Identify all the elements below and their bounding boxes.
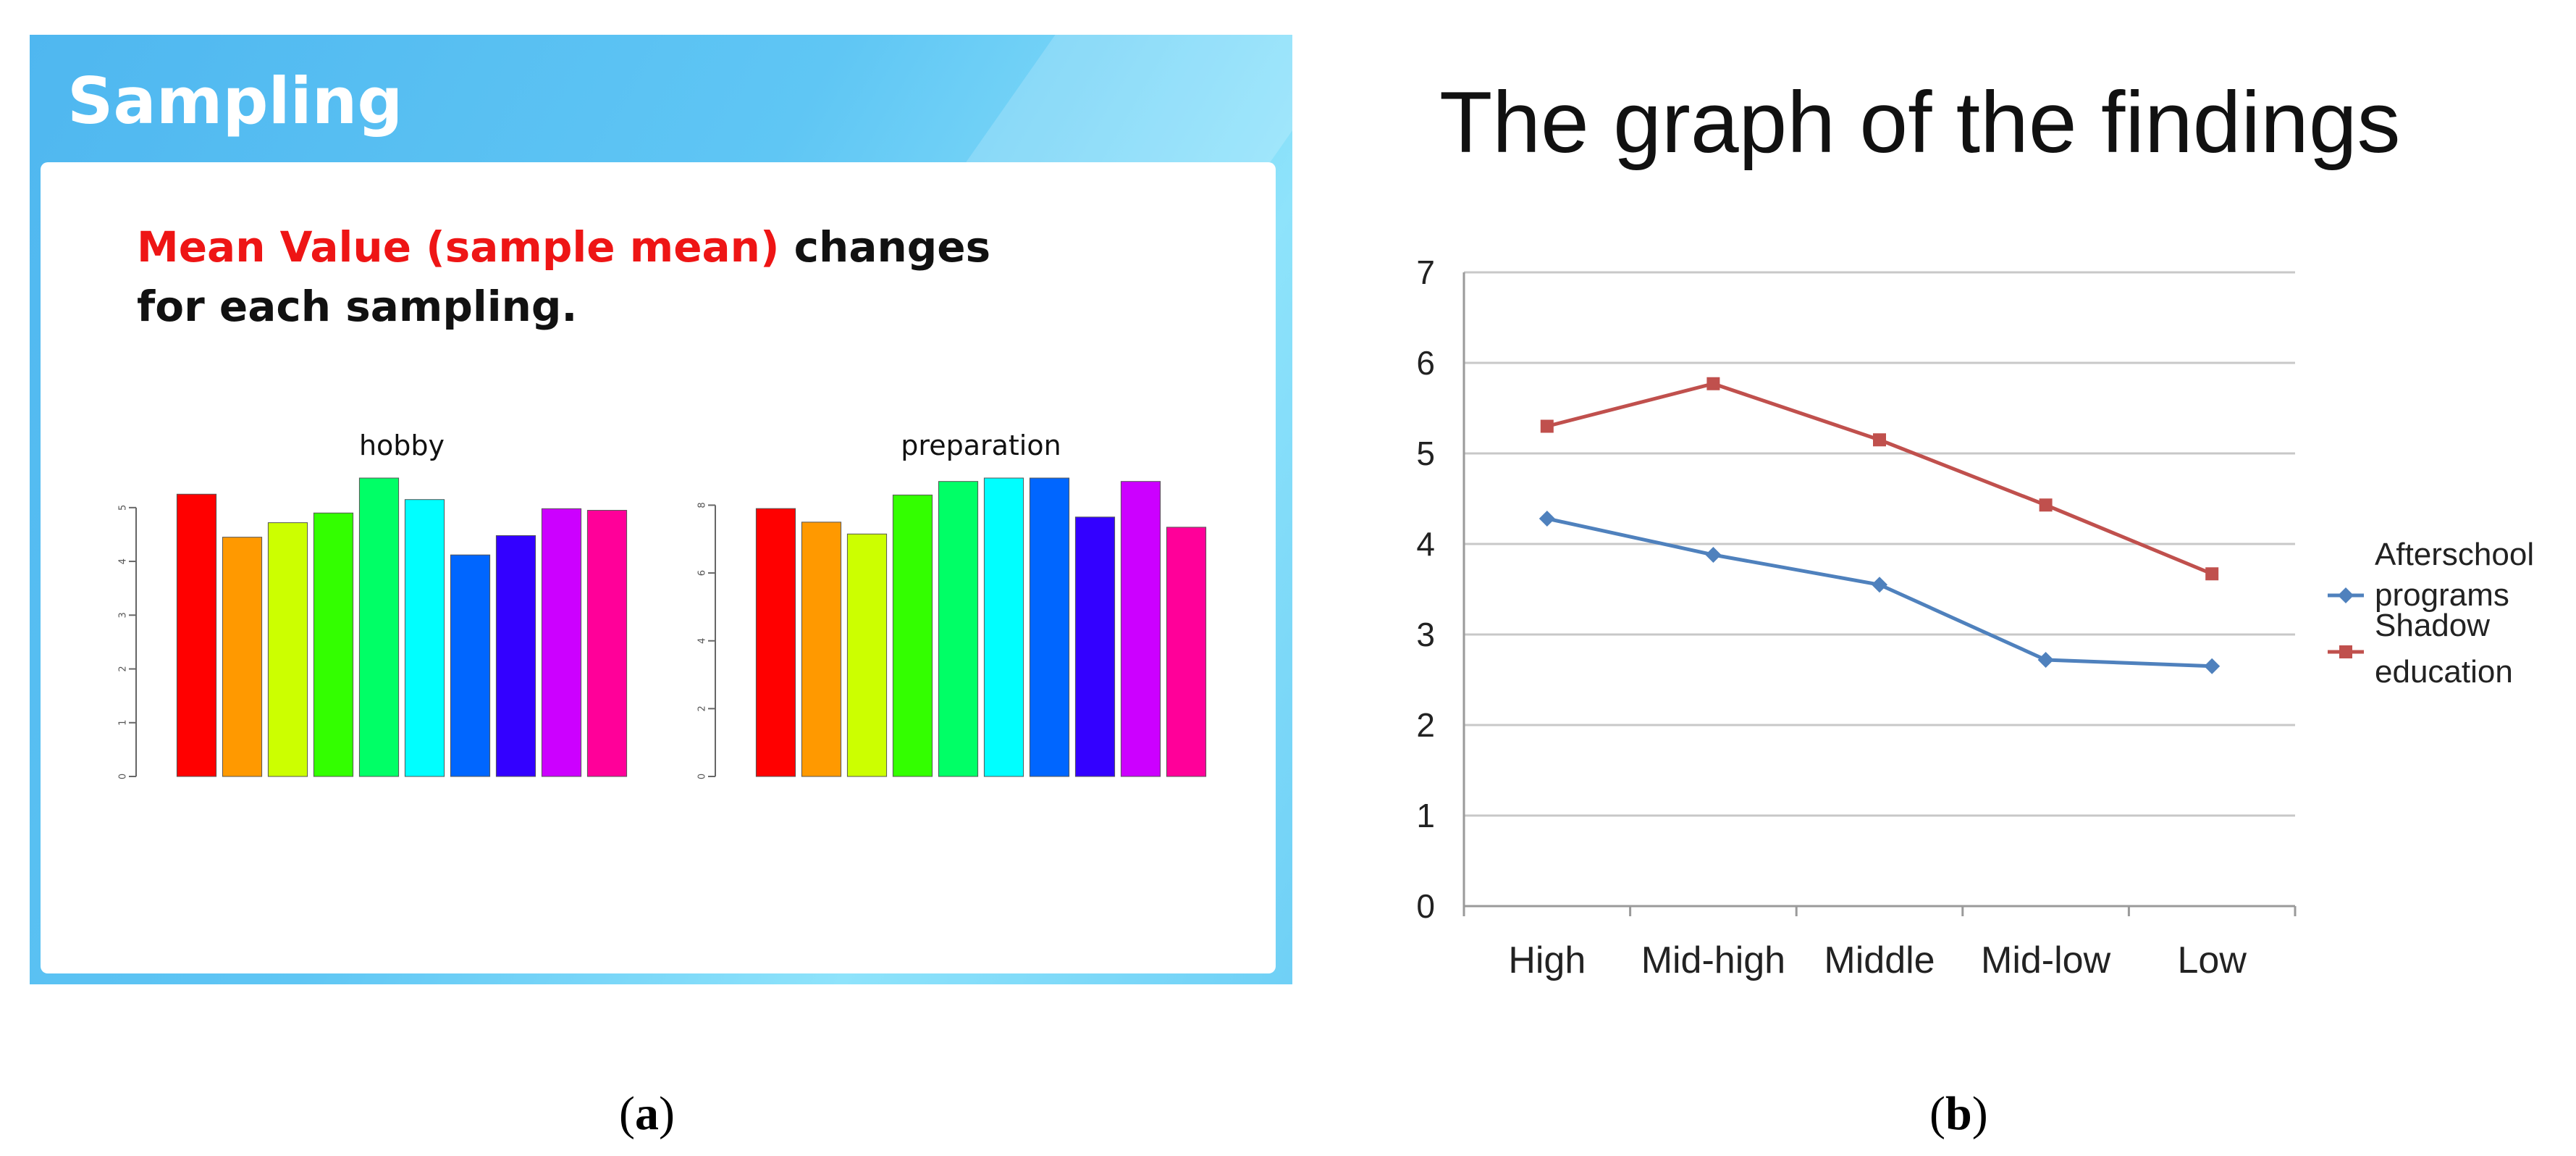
bar-3 bbox=[267, 522, 308, 777]
y-tick-label: 0 bbox=[118, 774, 129, 779]
legend-label: Afterschool bbox=[2375, 537, 2534, 572]
line-chart-title: The graph of the findings bbox=[1439, 74, 2401, 171]
mean-value-text-1: changes bbox=[779, 222, 991, 272]
findings-line-chart: The graph of the findings 0 1 2 3 4 5 6 7 High Mid… bbox=[1416, 74, 2534, 981]
data-point bbox=[1539, 511, 1555, 527]
bar-1 bbox=[755, 508, 796, 777]
legend-label: education bbox=[2375, 654, 2513, 690]
y-tick-label: 4 bbox=[1416, 525, 1435, 563]
series-line-1 bbox=[1546, 382, 2213, 576]
slide-title: Sampling bbox=[67, 64, 403, 138]
bar-9 bbox=[541, 508, 582, 777]
y-tick-label: 3 bbox=[118, 612, 129, 618]
preparation-bar-chart: preparation 0 2 4 6 8 bbox=[697, 430, 1207, 779]
bar-chart-title: preparation bbox=[901, 430, 1061, 461]
bar-chart-title: hobby bbox=[359, 430, 445, 461]
bar-5 bbox=[358, 477, 400, 777]
caption-a-open: ( bbox=[619, 1087, 635, 1140]
bar-3 bbox=[846, 533, 888, 777]
y-tick-label: 0 bbox=[1416, 887, 1435, 925]
x-tick-label: Low bbox=[2177, 939, 2247, 981]
bar-7 bbox=[450, 554, 491, 777]
hobby-bar-chart: hobby 0 1 2 3 4 5 bbox=[118, 430, 628, 779]
bar-4 bbox=[313, 512, 354, 777]
bar-8 bbox=[1074, 516, 1116, 777]
y-tick-label: 1 bbox=[1416, 797, 1435, 834]
caption-a: (a) bbox=[619, 1086, 675, 1142]
data-point bbox=[1873, 433, 1886, 447]
y-tick-label: 2 bbox=[1416, 706, 1435, 744]
bar-10 bbox=[586, 510, 628, 777]
legend-swatch-marker bbox=[2339, 645, 2352, 658]
mean-value-statement: Mean Value (sample mean) changes for eac… bbox=[137, 217, 990, 336]
bar-2 bbox=[222, 537, 263, 777]
legend-label: Shadow bbox=[2375, 608, 2490, 643]
y-tick-label: 6 bbox=[1416, 344, 1435, 382]
caption-b: (b) bbox=[1929, 1086, 1988, 1142]
data-point bbox=[2037, 652, 2054, 668]
caption-a-letter: a bbox=[634, 1087, 659, 1140]
caption-a-close: ) bbox=[658, 1087, 675, 1140]
bar-6 bbox=[404, 499, 445, 777]
bar-7 bbox=[1029, 477, 1070, 777]
bar-9 bbox=[1120, 481, 1161, 777]
bar-2 bbox=[801, 522, 842, 777]
y-tick-label: 8 bbox=[697, 502, 708, 508]
y-tick-label: 2 bbox=[697, 705, 708, 711]
data-point bbox=[2205, 567, 2219, 581]
data-point bbox=[1540, 419, 1554, 433]
bar-10 bbox=[1166, 527, 1207, 777]
y-tick-label: 1 bbox=[118, 720, 129, 726]
legend-label: programs bbox=[2375, 577, 2509, 613]
bar-8 bbox=[495, 535, 536, 777]
x-tick-label: High bbox=[1508, 939, 1586, 981]
y-tick-label: 4 bbox=[118, 558, 129, 564]
legend-swatch-marker bbox=[2338, 587, 2354, 603]
bar-5 bbox=[938, 481, 979, 777]
mean-value-highlight: Mean Value (sample mean) bbox=[137, 222, 780, 272]
caption-b-close: ) bbox=[1971, 1087, 1988, 1140]
x-tick-label: Mid-low bbox=[1981, 939, 2111, 981]
data-point bbox=[2039, 498, 2053, 512]
caption-b-letter: b bbox=[1945, 1087, 1972, 1140]
data-point bbox=[1872, 577, 1887, 593]
bar-4 bbox=[892, 494, 933, 777]
x-tick-label: Mid-high bbox=[1641, 939, 1785, 981]
y-tick-label: 7 bbox=[1416, 254, 1435, 291]
y-tick-label: 0 bbox=[697, 774, 708, 779]
data-point bbox=[1706, 377, 1720, 390]
mean-value-text-2: for each sampling. bbox=[137, 282, 578, 331]
bar-1 bbox=[176, 493, 217, 777]
y-tick-label: 4 bbox=[697, 638, 708, 644]
x-tick-label: Middle bbox=[1824, 939, 1935, 981]
caption-b-open: ( bbox=[1929, 1087, 1945, 1140]
y-tick-label: 6 bbox=[697, 570, 708, 576]
y-tick-label: 2 bbox=[118, 666, 129, 671]
y-tick-label: 5 bbox=[118, 505, 129, 511]
y-tick-label: 3 bbox=[1416, 616, 1435, 653]
y-tick-label: 5 bbox=[1416, 435, 1435, 472]
data-point bbox=[1705, 547, 1722, 563]
data-point bbox=[2204, 658, 2221, 674]
bar-6 bbox=[983, 477, 1024, 777]
